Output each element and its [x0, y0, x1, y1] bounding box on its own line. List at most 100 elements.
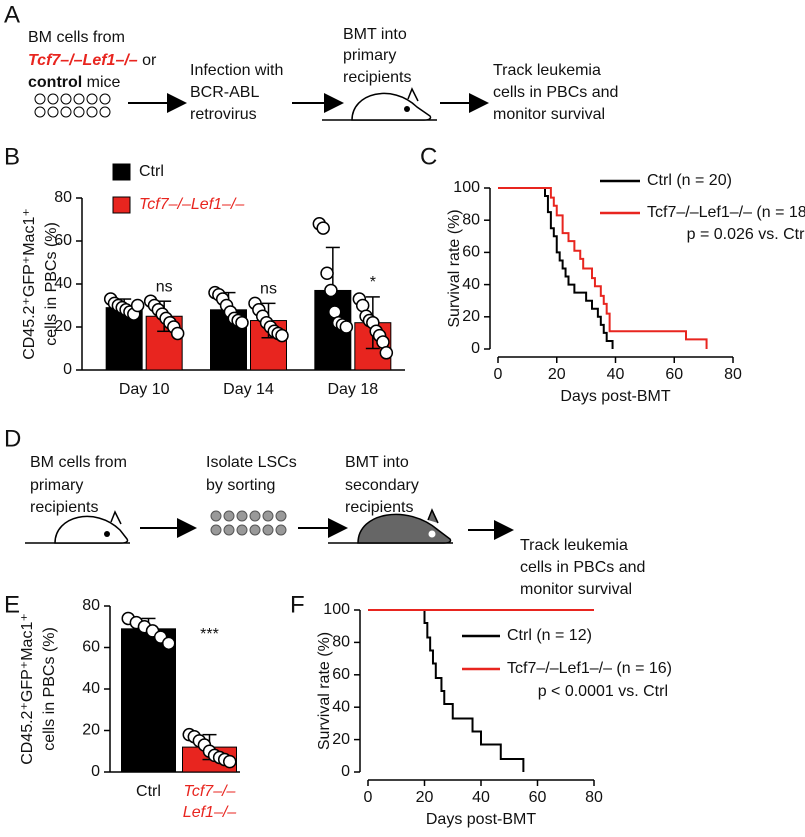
y-tick-label: 20	[462, 308, 480, 325]
annotation: p < 0.0001 vs. Ctrl	[538, 683, 668, 700]
step-text: Track leukemia	[493, 62, 601, 79]
legend-label: Tcf7–/–Lef1–/– (n = 18)	[647, 204, 805, 221]
annotation: p = 0.026 vs. Ctrl	[687, 226, 805, 243]
scheme-a: A BM cells from Tcf7–/–Lef1–/– or contro…	[4, 1, 618, 123]
x-axis-label: Days post-BMT	[560, 388, 670, 405]
y-tick-label: 80	[54, 189, 72, 206]
step-text: control mice	[28, 74, 121, 91]
x-tick-label: Day 10	[119, 381, 170, 398]
y-tick-label: 60	[54, 232, 72, 249]
panel-letter: A	[4, 1, 20, 28]
step-text: retrovirus	[190, 106, 257, 123]
y-tick-label: 40	[54, 275, 72, 292]
scheme-d: D BM cells from primary recipients Isola…	[4, 425, 645, 598]
y-axis-label: CD45.2⁺GFP⁺Mac1⁺	[21, 208, 38, 360]
y-tick-label: 0	[91, 763, 100, 780]
step-text: Track leukemia	[520, 537, 628, 554]
step-text: recipients	[30, 499, 98, 516]
genotype: Tcf7–/–Lef1–/–	[28, 52, 138, 69]
x-tick-label: 60	[665, 366, 683, 383]
annotation: *	[370, 274, 376, 291]
step-text: BCR-ABL	[190, 84, 259, 101]
survival-line	[498, 187, 708, 349]
y-tick-label: 40	[82, 680, 100, 697]
y-tick-label: 20	[332, 731, 350, 748]
step-text: monitor survival	[493, 106, 605, 123]
step-text: BM cells from	[28, 29, 125, 46]
legend-swatch	[112, 196, 131, 214]
x-axis-label: Days post-BMT	[426, 811, 536, 828]
data-point	[339, 320, 354, 334]
data-point	[162, 636, 176, 651]
panel-letter: D	[4, 425, 21, 452]
mouse	[328, 508, 453, 544]
x-tick-label: 80	[585, 789, 603, 806]
legend-label: Tcf7–/–Lef1–/–	[139, 196, 244, 213]
x-tick-label: Ctrl	[136, 783, 161, 800]
mouse	[25, 510, 130, 544]
x-tick-label: 0	[364, 789, 373, 806]
panel-letter: E	[4, 591, 20, 618]
legend-label: Ctrl (n = 20)	[647, 172, 732, 189]
survival-line	[368, 609, 525, 772]
panel-letter: B	[4, 143, 20, 170]
annotation: ns	[260, 281, 277, 298]
x-tick-label: Lef1–/–	[183, 804, 236, 821]
y-tick-label: 0	[471, 340, 480, 357]
legend-label: Tcf7–/–Lef1–/– (n = 16)	[507, 660, 672, 677]
y-tick-label: 60	[462, 244, 480, 261]
step-text: by sorting	[206, 477, 275, 494]
step-text: cells in PBCs and	[520, 559, 645, 576]
x-tick-label: Day 14	[223, 381, 274, 398]
step-text: recipients	[343, 69, 411, 86]
data-point	[316, 221, 330, 235]
annotation: ***	[200, 626, 219, 643]
data-point	[170, 326, 185, 341]
x-tick-label: 60	[529, 789, 547, 806]
data-point	[324, 283, 338, 298]
y-axis-label: Survival rate (%)	[446, 209, 463, 327]
y-tick-label: 40	[462, 276, 480, 293]
data-point	[235, 315, 249, 330]
legend-swatch	[112, 163, 131, 181]
y-axis-label: cells in PBCs (%)	[41, 627, 58, 751]
y-tick-label: 60	[332, 666, 350, 683]
panel-letter: F	[290, 591, 305, 618]
step-text: BMT into	[345, 454, 409, 471]
data-point	[320, 266, 334, 280]
y-tick-label: 100	[323, 601, 350, 618]
cells	[210, 510, 287, 536]
step-text: BMT into	[343, 26, 407, 43]
y-tick-label: 0	[63, 361, 72, 378]
y-tick-label: 20	[54, 318, 72, 335]
survival-line	[498, 187, 614, 349]
step-text: Infection with	[190, 62, 283, 79]
x-tick-label: 0	[494, 366, 503, 383]
legend-label: Ctrl (n = 12)	[507, 627, 592, 644]
mouse	[322, 87, 437, 121]
y-tick-label: 80	[82, 597, 100, 614]
step-text: primary	[343, 47, 396, 64]
x-tick-label: Tcf7–/–	[184, 783, 236, 800]
data-point	[223, 754, 237, 769]
data-point	[275, 328, 289, 343]
data-point	[130, 298, 145, 313]
step-text: BM cells from	[30, 454, 127, 471]
x-tick-label: 80	[724, 366, 742, 383]
step-text: monitor survival	[520, 581, 632, 598]
y-tick-label: 60	[82, 639, 100, 656]
x-tick-label: 40	[472, 789, 490, 806]
data-point	[379, 346, 394, 360]
legend-label: Ctrl	[139, 163, 164, 180]
step-text: secondary	[345, 477, 419, 494]
step-text: primary	[30, 477, 83, 494]
panel-letter: C	[420, 143, 437, 170]
step-text: control	[28, 74, 82, 91]
x-tick-label: 40	[607, 366, 625, 383]
annotation: ns	[156, 278, 173, 295]
y-axis-label: CD45.2⁺GFP⁺Mac1⁺	[19, 613, 36, 765]
x-tick-label: Day 18	[327, 381, 378, 398]
step-text: recipients	[345, 499, 413, 516]
x-tick-label: 20	[416, 789, 434, 806]
